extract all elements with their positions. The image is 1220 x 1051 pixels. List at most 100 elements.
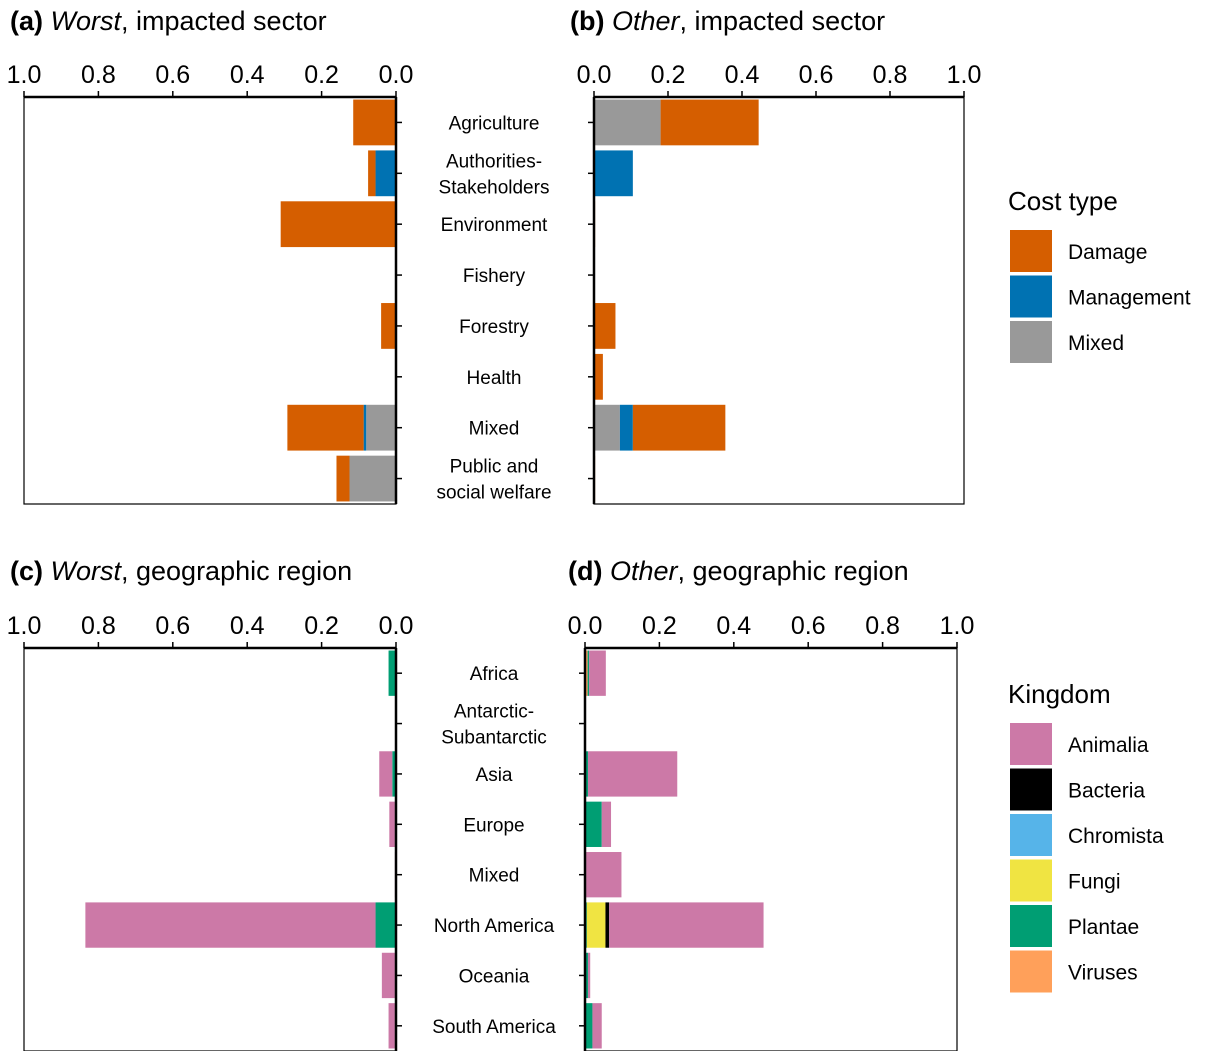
bar-damage <box>660 99 759 146</box>
bar-animalia <box>592 1003 602 1049</box>
chart-panel-a: (a) Worst, impacted sector 1.0 0.8 0.6 0.4 0.… <box>7 6 552 505</box>
legend-label: Viruses <box>1068 962 1138 985</box>
category-label: Agriculture <box>449 113 540 134</box>
x-tick-label: 1.0 <box>947 61 982 89</box>
x-tick-label: 0.2 <box>304 61 339 89</box>
legend-swatch-management <box>1010 275 1052 318</box>
bar-damage <box>287 404 364 451</box>
x-tick-label: 0.6 <box>791 612 826 640</box>
bar-plantae <box>392 751 396 797</box>
category-label: Antarctic- Subantarctic <box>441 702 547 749</box>
title-rest: , geographic region <box>678 556 909 586</box>
legend-cost-type: Cost type Damage Management Mixed <box>1008 186 1191 363</box>
x-tick-label: 0.0 <box>577 61 612 89</box>
category-label-line: Authorities- <box>446 151 542 172</box>
chart-title: (c) Worst, geographic region <box>10 556 352 586</box>
panel-tag: (b) <box>570 6 612 36</box>
chart-panel-d: (d) Other, geographic region 0.0 0.2 0.4 0.6… <box>568 556 974 1051</box>
legend-label: Mixed <box>1068 332 1124 355</box>
bar-damage <box>594 353 603 400</box>
plot-frame <box>23 647 397 1051</box>
category-label: Fishery <box>463 266 526 287</box>
category-label: Public and social welfare <box>436 457 551 504</box>
bar-animalia <box>601 801 612 847</box>
bar-damage <box>353 99 396 146</box>
chart-panel-b: (b) Other, impacted sector 0.0 0.2 0.4 0.6 0.… <box>570 6 982 505</box>
bar-animalia <box>389 801 395 847</box>
bar-bacteria <box>605 902 610 948</box>
x-tick-label: 0.4 <box>725 61 760 89</box>
chart-title: (a) Worst, impacted sector <box>10 6 327 36</box>
bar-plantae <box>587 650 590 696</box>
category-label-line: Mixed <box>469 419 520 440</box>
category-label-line: Africa <box>470 664 519 685</box>
bar-animalia <box>379 751 393 797</box>
x-tick-label: 0.8 <box>81 61 116 89</box>
category-label: Mixed <box>469 866 520 887</box>
bar-mixed <box>594 99 661 146</box>
bar-animalia <box>589 650 606 696</box>
x-tick-label: 0.4 <box>230 61 265 89</box>
bar-mixed <box>349 455 396 502</box>
category-label-line: social welfare <box>436 483 551 504</box>
category-label: Europe <box>463 815 524 836</box>
legend-label: Chromista <box>1068 825 1164 848</box>
chart-title: (d) Other, geographic region <box>568 556 909 586</box>
bar-plantae <box>585 751 588 797</box>
chart-title: (b) Other, impacted sector <box>570 6 885 36</box>
x-tick-label: 0.2 <box>642 612 677 640</box>
category-label-line: Subantarctic <box>441 728 547 749</box>
x-tick-label: 0.8 <box>865 612 900 640</box>
bar-animalia <box>85 902 376 948</box>
x-tick-label: 0.8 <box>873 61 908 89</box>
x-tick-label: 0.2 <box>304 612 339 640</box>
category-label: North America <box>434 916 555 937</box>
category-label-line: Agriculture <box>449 113 540 134</box>
bar-plantae <box>585 1003 593 1049</box>
x-tick-label: 0.0 <box>379 612 414 640</box>
bar-fungi <box>586 902 606 948</box>
title-rest: , geographic region <box>121 556 352 586</box>
bar-plantae <box>375 902 396 948</box>
category-label: Environment <box>441 215 548 236</box>
legend-swatch-fungi <box>1010 859 1052 902</box>
plot-frame <box>584 647 958 1051</box>
title-emphasis: Other <box>612 6 681 36</box>
category-label-line: Forestry <box>459 317 529 338</box>
x-tick-label: 0.4 <box>230 612 265 640</box>
category-label-line: Public and <box>450 457 539 478</box>
legend-title: Cost type <box>1008 186 1118 216</box>
category-label: Oceania <box>459 966 530 987</box>
category-label-line: Stakeholders <box>439 177 550 198</box>
category-label-line: Oceania <box>459 966 530 987</box>
category-label-line: South America <box>432 1017 556 1038</box>
category-label-line: North America <box>434 916 555 937</box>
category-label-line: Antarctic- <box>454 702 534 723</box>
x-tick-label: 0.0 <box>568 612 603 640</box>
bar-animalia <box>587 952 591 999</box>
x-tick-label: 1.0 <box>7 612 42 640</box>
bar-damage <box>336 455 350 502</box>
panel-tag: (d) <box>568 556 610 586</box>
legend-label: Plantae <box>1068 916 1139 939</box>
legend-swatch-viruses <box>1010 950 1052 993</box>
x-tick-label: 0.0 <box>379 61 414 89</box>
bar-animalia <box>388 1003 395 1049</box>
bar-damage <box>381 303 396 349</box>
bar-animalia <box>587 751 678 797</box>
bar-plantae <box>585 952 588 999</box>
title-emphasis: Worst <box>51 6 123 36</box>
category-label-line: Fishery <box>463 266 526 287</box>
x-tick-label: 0.6 <box>155 612 190 640</box>
bar-animalia <box>586 852 622 898</box>
bar-mixed <box>594 404 620 451</box>
legend-label: Damage <box>1068 241 1147 264</box>
panel-tag: (a) <box>10 6 51 36</box>
bar-damage <box>280 201 396 248</box>
bar-management <box>363 404 367 451</box>
x-tick-label: 0.6 <box>799 61 834 89</box>
bar-management <box>619 404 633 451</box>
bar-management <box>594 150 633 197</box>
category-label-line: Health <box>467 368 522 389</box>
